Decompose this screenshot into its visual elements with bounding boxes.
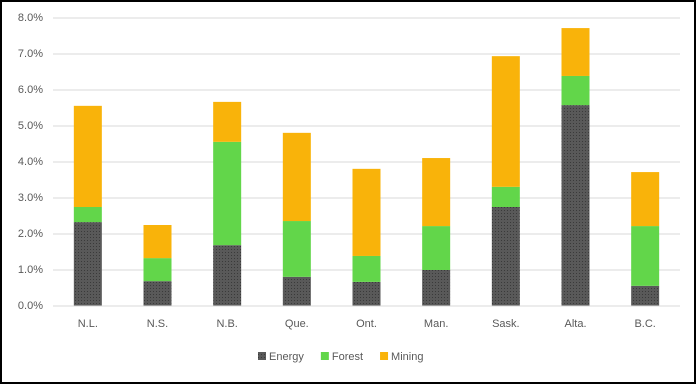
bar-segment: [73, 207, 102, 223]
legend-label: Energy: [269, 351, 304, 363]
x-tick-label: N.S.: [147, 318, 168, 330]
y-tick-label: 7.0%: [18, 48, 43, 60]
y-tick-label: 4.0%: [18, 156, 43, 168]
x-tick-label: Que.: [285, 318, 309, 330]
bar-segment: [73, 222, 102, 306]
legend-swatch: [258, 352, 266, 360]
bar-segment: [352, 255, 381, 282]
x-tick-label: Sask.: [492, 318, 520, 330]
bar-segment: [561, 28, 590, 76]
bar-segment: [143, 225, 172, 259]
x-tick-label: Ont.: [356, 318, 377, 330]
bar-segment: [491, 56, 520, 187]
x-tick-label: Man.: [424, 318, 448, 330]
legend-swatch: [320, 352, 329, 360]
x-tick-label: N.L.: [78, 318, 98, 330]
bar-segment: [422, 226, 451, 270]
bar-segment: [422, 270, 451, 306]
bar-segment: [73, 105, 102, 207]
bar-segment: [631, 172, 660, 227]
bar-segment: [631, 285, 660, 306]
x-tick-label: B.C.: [634, 318, 655, 330]
legend-swatch: [380, 352, 389, 360]
y-tick-label: 8.0%: [18, 12, 43, 24]
bar-segment: [631, 226, 660, 286]
y-tick-label: 5.0%: [18, 120, 43, 132]
bar-segment: [213, 245, 242, 306]
bar-segment: [352, 168, 381, 256]
bar-segment: [282, 276, 311, 306]
x-tick-label: Alta.: [564, 318, 586, 330]
y-tick-label: 2.0%: [18, 228, 43, 240]
bar-segment: [491, 207, 520, 306]
y-tick-label: 1.0%: [18, 264, 43, 276]
bar-segment: [143, 258, 172, 282]
y-tick-label: 3.0%: [18, 192, 43, 204]
bar-segment: [282, 132, 311, 222]
bar-segment: [352, 281, 381, 306]
bar-segment: [213, 101, 242, 142]
bar-segment: [213, 141, 242, 246]
bar-segment: [143, 281, 172, 306]
bar-segment: [282, 221, 311, 277]
x-tick-label: N.B.: [216, 318, 237, 330]
bar-segment: [561, 75, 590, 106]
bar-segment: [491, 186, 520, 207]
y-tick-label: 6.0%: [18, 84, 43, 96]
bar-segment: [561, 105, 590, 307]
y-tick-label: 0.0%: [18, 300, 43, 312]
legend-label: Forest: [332, 351, 363, 363]
legend-label: Mining: [391, 351, 423, 363]
bar-segment: [422, 158, 451, 227]
